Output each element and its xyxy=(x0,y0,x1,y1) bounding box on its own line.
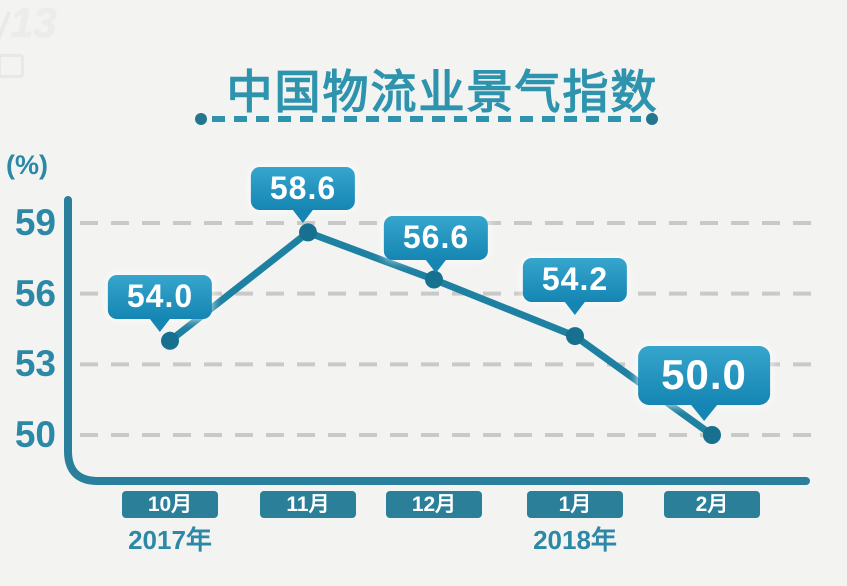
underline-dot-right-icon xyxy=(646,113,658,125)
chart-title: 中国物流业景气指数 xyxy=(226,66,659,118)
underline-dot-left-icon xyxy=(195,113,207,125)
x-axis-month-label: 1月 xyxy=(527,491,623,518)
x-axis-year-label: 2017年 xyxy=(128,525,212,555)
y-axis-tick-label: 59 xyxy=(14,202,56,243)
x-axis-month-label: 10月 xyxy=(122,491,218,518)
data-label-bubble: 58.6 xyxy=(250,166,356,211)
x-axis-month-label: 2月 xyxy=(664,491,760,518)
x-axis-year-label: 2018年 xyxy=(533,525,617,555)
y-axis-unit-label: (%) xyxy=(6,150,48,180)
data-label-bubble: 56.6 xyxy=(383,215,489,260)
y-axis-tick-label: 50 xyxy=(14,414,56,455)
data-label-bubble: 50.0 xyxy=(638,346,770,405)
underline-dashes xyxy=(212,116,641,122)
x-axis-month-label: 12月 xyxy=(386,491,482,518)
title-underline xyxy=(195,113,658,125)
y-axis-tick-label: 56 xyxy=(14,273,56,314)
y-axis-tick-label: 53 xyxy=(14,343,56,384)
data-label-bubble: 54.0 xyxy=(107,275,213,319)
data-label-bubble: 54.2 xyxy=(522,258,628,303)
x-axis-month-label: 11月 xyxy=(260,491,356,518)
